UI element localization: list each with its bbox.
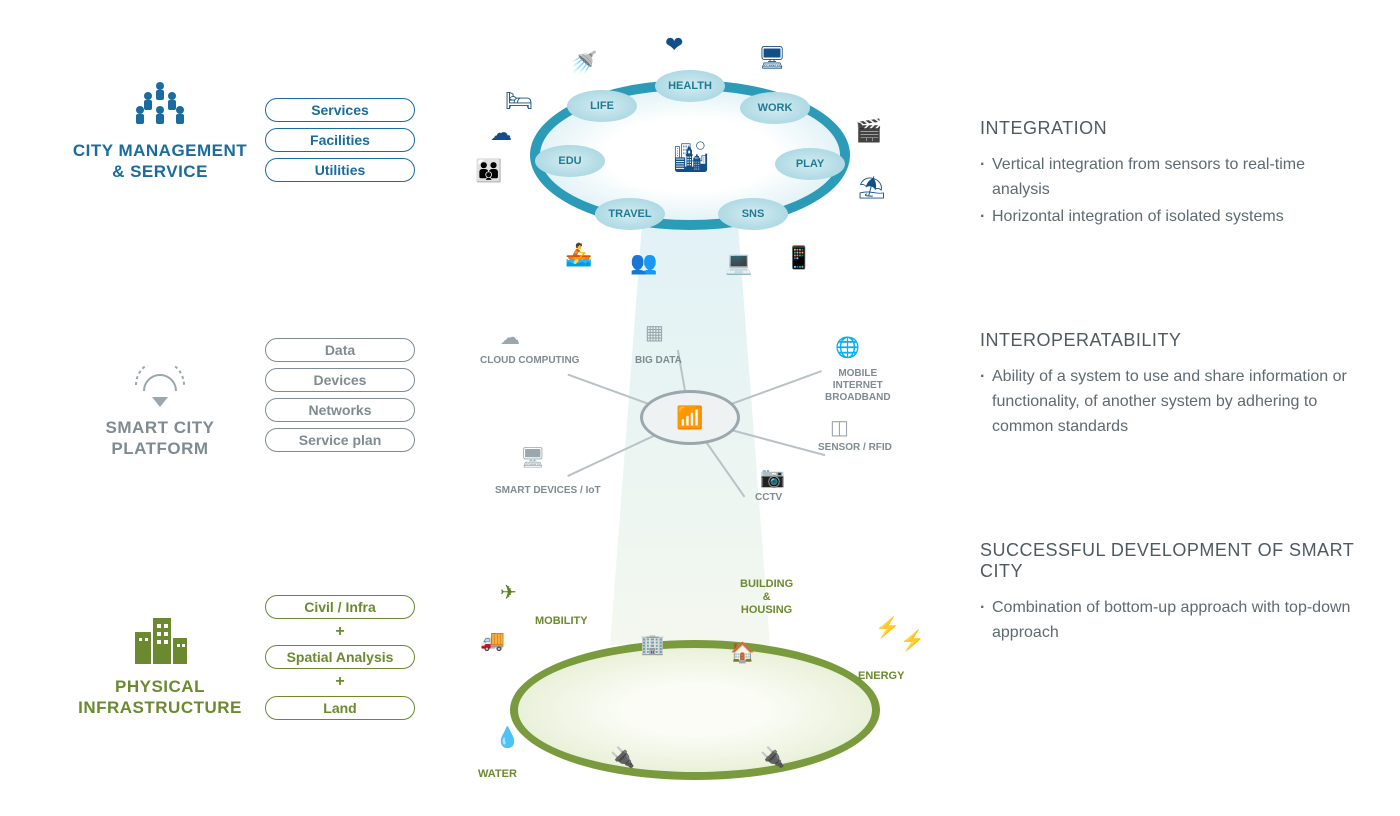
platform-node-label: CLOUD COMPUTING bbox=[480, 355, 579, 367]
infra-icon: 💧 bbox=[495, 725, 520, 750]
service-bubble: WORK bbox=[740, 92, 810, 124]
section-development: SUCCESSFUL DEVELOPMENT OF SMART CITY Com… bbox=[980, 540, 1360, 648]
wifi-arc-icon bbox=[60, 365, 260, 409]
infra-label: ENERGY bbox=[858, 670, 904, 683]
pill: Civil / Infra bbox=[265, 595, 415, 619]
service-outer-icon: 🖥 bbox=[758, 45, 786, 71]
diagram-canvas: 🏙 HEALTH LIFE WORK EDU PLAY TRAVEL SNS 🛏 🚿 ❤ 🖥 🎬 ⛱ 📱… bbox=[440, 0, 940, 816]
infra-icon: ⚡ bbox=[875, 615, 900, 640]
service-bubble: PLAY bbox=[775, 148, 845, 180]
service-outer-icon: ☁ bbox=[490, 120, 512, 146]
infra-icon: ✈ bbox=[500, 580, 517, 605]
layer-title: PHYSICALINFRASTRUCTURE bbox=[60, 676, 260, 719]
service-outer-icon: 💻 bbox=[725, 250, 752, 276]
pill: Devices bbox=[265, 368, 415, 392]
bullet: Horizontal integration of isolated syste… bbox=[980, 205, 1360, 230]
infra-icon: 🏢 bbox=[640, 632, 665, 657]
infra-icon: ⚡ bbox=[900, 628, 925, 653]
service-outer-icon: 🚿 bbox=[570, 50, 597, 76]
bullet: Combination of bottom-up approach with t… bbox=[980, 596, 1360, 646]
wifi-icon: 📶 bbox=[676, 405, 703, 431]
section-interoperability: INTEROPERATABILITY Ability of a system t… bbox=[980, 330, 1360, 441]
pill: Data bbox=[265, 338, 415, 362]
infra-icon: 🔌 bbox=[760, 745, 785, 770]
service-outer-icon: 👪 bbox=[475, 158, 502, 184]
pills-infrastructure: Civil / Infra + Spatial Analysis + Land bbox=[260, 595, 420, 720]
city-center-icon: 🏙 bbox=[672, 140, 710, 175]
platform-node-label: CCTV bbox=[755, 492, 782, 504]
infra-icon: 🔌 bbox=[610, 745, 635, 770]
pill: Utilities bbox=[265, 158, 415, 182]
service-bubble: EDU bbox=[535, 145, 605, 177]
bullet: Vertical integration from sensors to rea… bbox=[980, 153, 1360, 203]
layer-management: CITY MANAGEMENT& SERVICE bbox=[60, 78, 260, 183]
platform-hub: 📶 bbox=[640, 390, 740, 445]
platform-node-label: MOBILEINTERNETBROADBAND bbox=[825, 368, 891, 404]
platform-node-icon: 🌐 bbox=[835, 335, 860, 360]
plus-icon: + bbox=[335, 675, 344, 689]
bullet: Ability of a system to use and share inf… bbox=[980, 365, 1360, 439]
service-bubble: LIFE bbox=[567, 90, 637, 122]
platform-node-icon: ☁ bbox=[500, 325, 520, 350]
platform-node-icon: ◫ bbox=[830, 415, 849, 440]
layer-platform: SMART CITYPLATFORM bbox=[60, 365, 260, 460]
pill: Spatial Analysis bbox=[265, 645, 415, 669]
city-base-ring bbox=[510, 640, 880, 780]
section-heading: SUCCESSFUL DEVELOPMENT OF SMART CITY bbox=[980, 540, 1360, 582]
people-group-icon bbox=[60, 78, 260, 132]
platform-node-icon: 🖥 bbox=[520, 445, 545, 470]
layer-title: CITY MANAGEMENT& SERVICE bbox=[60, 140, 260, 183]
pills-platform: Data Devices Networks Service plan bbox=[260, 338, 420, 452]
service-outer-icon: 👥 bbox=[630, 250, 657, 276]
pill: Facilities bbox=[265, 128, 415, 152]
service-outer-icon: 🎬 bbox=[855, 118, 882, 144]
section-integration: INTEGRATION Vertical integration from se… bbox=[980, 118, 1360, 231]
section-heading: INTEGRATION bbox=[980, 118, 1360, 139]
service-outer-icon: ❤ bbox=[665, 32, 683, 58]
service-bubble: TRAVEL bbox=[595, 198, 665, 230]
platform-node-icon: ▦ bbox=[645, 320, 664, 345]
infra-icon: 🚚 bbox=[480, 628, 505, 653]
section-heading: INTEROPERATABILITY bbox=[980, 330, 1360, 351]
pill: Networks bbox=[265, 398, 415, 422]
layer-infrastructure: PHYSICALINFRASTRUCTURE bbox=[60, 610, 260, 719]
pills-management: Services Facilities Utilities bbox=[260, 98, 420, 182]
infra-icon: 🏠 bbox=[730, 640, 755, 665]
infra-label: MOBILITY bbox=[535, 615, 588, 628]
service-outer-icon: ⛱ bbox=[858, 175, 886, 201]
plus-icon: + bbox=[335, 625, 344, 639]
service-outer-icon: 📱 bbox=[785, 245, 812, 271]
platform-node-label: BIG DATA bbox=[635, 355, 682, 367]
pill: Land bbox=[265, 696, 415, 720]
service-bubble: SNS bbox=[718, 198, 788, 230]
layer-title: SMART CITYPLATFORM bbox=[60, 417, 260, 460]
platform-node-label: SENSOR / RFID bbox=[818, 442, 892, 454]
infra-label: WATER bbox=[478, 768, 517, 781]
pill: Service plan bbox=[265, 428, 415, 452]
service-outer-icon: 🛏 bbox=[505, 88, 533, 114]
pill: Services bbox=[265, 98, 415, 122]
infra-label: BUILDING&HOUSING bbox=[740, 578, 793, 618]
service-bubble: HEALTH bbox=[655, 70, 725, 102]
platform-node-icon: 📷 bbox=[760, 465, 785, 490]
platform-node-label: SMART DEVICES / IoT bbox=[495, 485, 601, 497]
service-outer-icon: 🚣 bbox=[565, 242, 592, 268]
buildings-icon bbox=[60, 610, 260, 668]
